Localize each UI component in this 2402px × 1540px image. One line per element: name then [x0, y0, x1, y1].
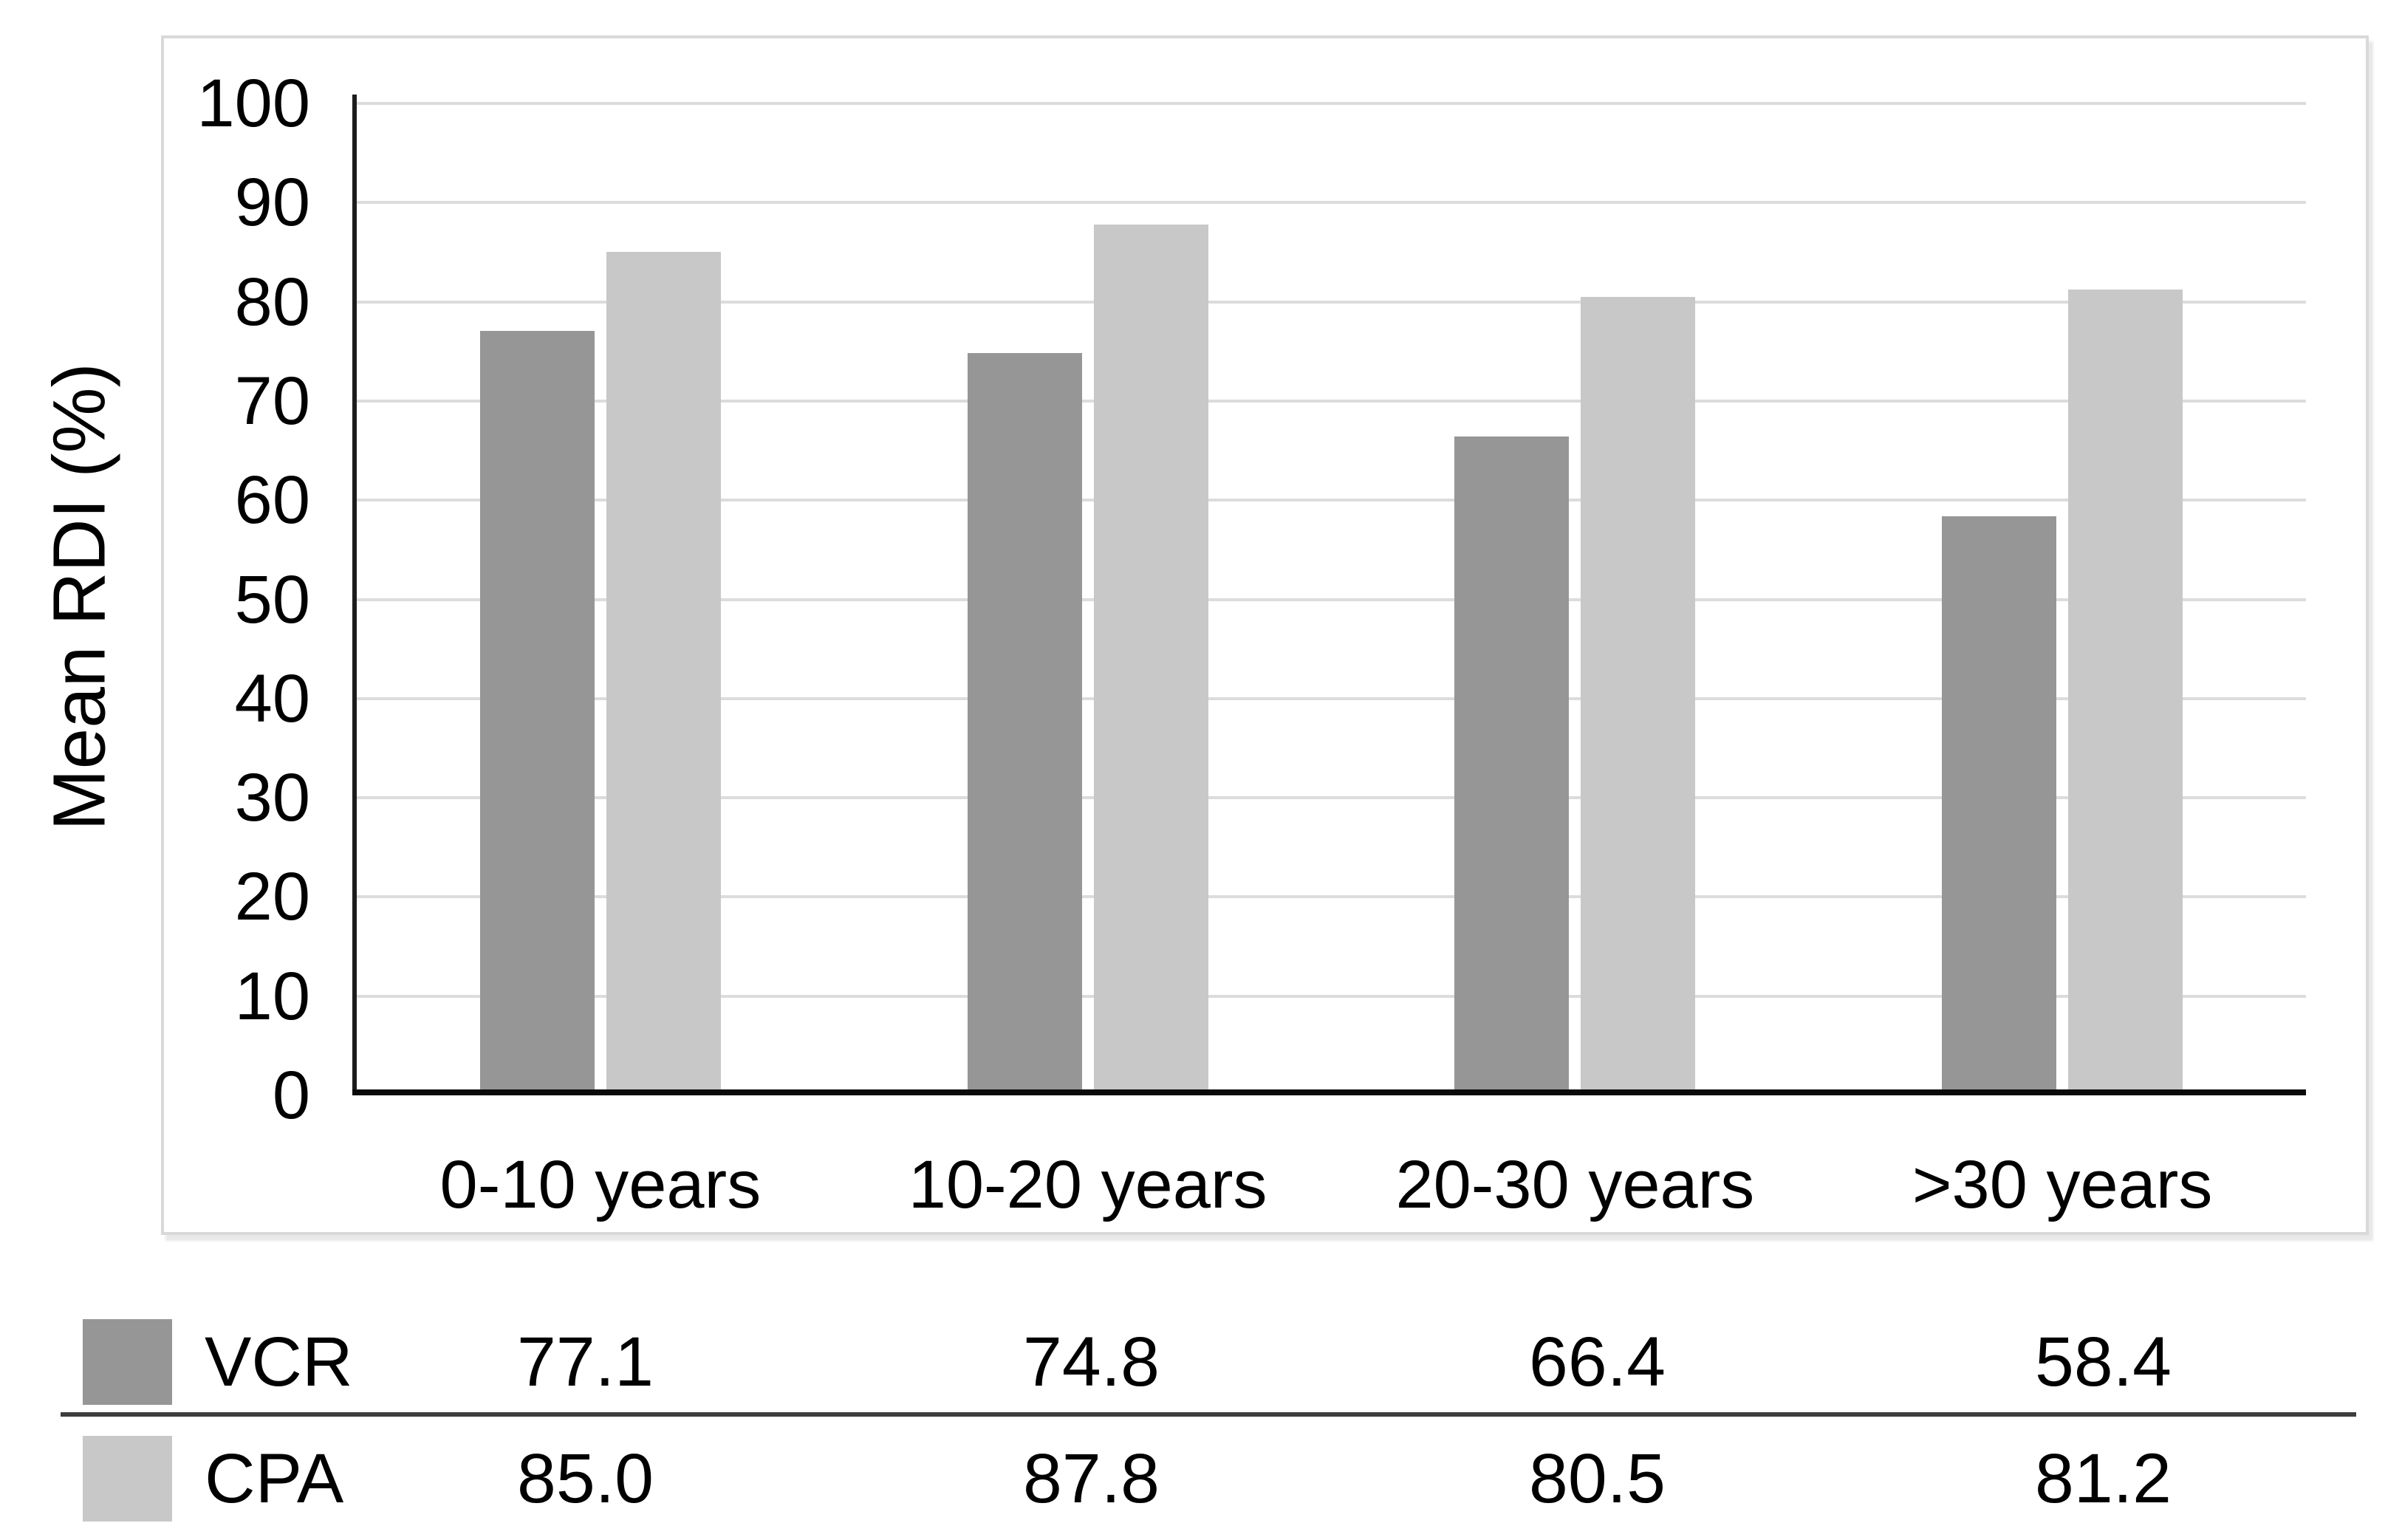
y-tick-label-90: 90 — [234, 165, 310, 241]
table-value-vcr-20-30-years: 66.4 — [1529, 1322, 1666, 1401]
legend-swatch-vcr — [83, 1319, 172, 1405]
y-tick-label-20: 20 — [234, 859, 310, 935]
table-value-cpa-0-10-years: 85.0 — [517, 1439, 654, 1518]
gridline-20 — [357, 895, 2306, 899]
gridline-80 — [357, 300, 2306, 304]
gridline-60 — [357, 499, 2306, 502]
legend-label-vcr: VCR — [205, 1322, 353, 1401]
y-tick-label-100: 100 — [196, 66, 311, 141]
y-tick-label-30: 30 — [234, 760, 310, 836]
table-value-cpa-20-30-years: 80.5 — [1529, 1439, 1666, 1518]
y-axis-line — [352, 95, 357, 1095]
gridline-70 — [357, 399, 2306, 403]
gridline-50 — [357, 598, 2306, 601]
bar-vcr-0-10-years — [479, 330, 595, 1091]
gridline-10 — [357, 994, 2306, 998]
table-separator-line — [61, 1412, 2356, 1417]
table-row-vcr: VCR 77.1 74.8 66.4 58.4 — [61, 1313, 2356, 1411]
legend-label-cpa: CPA — [205, 1439, 344, 1518]
category-label-30-years: >30 years — [1912, 1147, 2213, 1222]
y-tick-label-10: 10 — [234, 958, 310, 1034]
table-value-vcr-0-10-years: 77.1 — [517, 1322, 654, 1401]
category-label-0-10-years: 0-10 years — [439, 1147, 762, 1222]
gridline-100 — [357, 102, 2306, 105]
y-tick-label-60: 60 — [234, 462, 310, 538]
legend-swatch-cpa — [83, 1436, 172, 1522]
bar-vcr-30-years — [1942, 516, 2057, 1091]
bar-cpa-10-20-years — [1093, 224, 1208, 1091]
y-tick-label-40: 40 — [234, 660, 310, 736]
table-value-cpa-10-20-years: 87.8 — [1023, 1439, 1160, 1518]
table-row-cpa: CPA 85.0 87.8 80.5 81.2 — [61, 1430, 2356, 1527]
x-axis-line — [352, 1089, 2306, 1095]
y-tick-label-80: 80 — [234, 264, 310, 340]
bar-vcr-10-20-years — [967, 353, 1082, 1091]
bar-cpa-30-years — [2068, 290, 2183, 1091]
table-value-cpa-30-years: 81.2 — [2035, 1439, 2172, 1518]
category-label-10-20-years: 10-20 years — [908, 1147, 1267, 1222]
plot-area — [352, 95, 2306, 1095]
gridline-30 — [357, 796, 2306, 800]
bar-vcr-20-30-years — [1454, 437, 1570, 1091]
legend-cell-cpa: CPA — [61, 1430, 343, 1527]
bar-cpa-0-10-years — [606, 252, 721, 1091]
gridline-40 — [357, 697, 2306, 700]
gridline-90 — [357, 201, 2306, 205]
bar-cpa-20-30-years — [1581, 296, 1696, 1091]
y-tick-label-0: 0 — [272, 1058, 310, 1133]
y-tick-label-50: 50 — [234, 561, 310, 637]
table-value-vcr-30-years: 58.4 — [2035, 1322, 2172, 1401]
y-tick-label-70: 70 — [234, 363, 310, 439]
table-value-vcr-10-20-years: 74.8 — [1023, 1322, 1160, 1401]
legend-cell-vcr: VCR — [61, 1313, 353, 1411]
category-label-20-30-years: 20-30 years — [1395, 1147, 1755, 1222]
